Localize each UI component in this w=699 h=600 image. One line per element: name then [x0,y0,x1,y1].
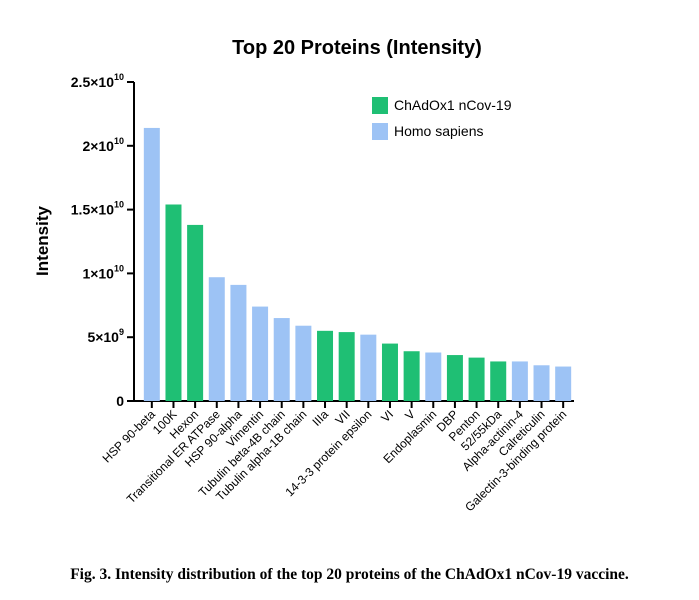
y-tick-label: 2.5×1010 [71,72,124,90]
legend-label: Homo sapiens [394,123,484,139]
y-tick-label: 1.5×1010 [71,200,124,218]
y-tick-label: 0 [116,393,124,409]
bar [555,366,572,401]
y-tick-exponent: 10 [114,200,124,210]
bar [511,361,528,401]
bar [317,330,334,401]
x-category-label: IIIa [309,407,331,429]
y-tick-base: 0 [116,393,124,409]
x-category-label: VI [378,407,396,425]
bar [533,365,550,401]
bar [252,306,269,401]
x-category-label: HSP 90-beta [100,407,159,466]
y-tick-label: 5×109 [87,327,124,345]
bar [143,127,160,401]
bar [273,318,290,401]
bar [208,277,225,401]
bar [381,343,398,401]
y-tick-exponent: 10 [114,72,124,82]
legend-swatch [372,97,388,114]
bar [165,204,182,401]
bars [143,127,572,401]
bar [230,284,247,401]
y-tick-label: 2×1010 [82,136,124,154]
bar [187,224,204,401]
figure-caption: Fig. 3. Intensity distribution of the to… [70,566,629,583]
legend-swatch [372,123,388,140]
bar [490,361,507,401]
bar [295,325,312,401]
bar-chart: Top 20 Proteins (Intensity) Intensity 0 5… [33,37,574,514]
bar [360,334,377,401]
y-tick-base: 1.5×10 [71,202,114,218]
bar [338,332,355,401]
bar [403,351,420,401]
y-tick-exponent: 9 [119,327,124,337]
y-tick-base: 1×10 [82,265,114,281]
chart-title: Top 20 Proteins (Intensity) [232,37,482,59]
y-tick-base: 5×10 [87,329,119,345]
y-tick-base: 2×10 [82,138,114,154]
bar [425,352,442,401]
legend: ChAdOx1 nCov-19 Homo sapiens [372,97,512,140]
y-tick-label: 1×1010 [82,263,124,281]
y-tick-exponent: 10 [114,263,124,273]
bar [446,355,463,401]
y-tick-base: 2.5×10 [71,74,114,90]
legend-label: ChAdOx1 nCov-19 [394,97,512,113]
bar [468,357,485,401]
y-axis-title: Intensity [33,206,52,276]
y-tick-exponent: 10 [114,136,124,146]
